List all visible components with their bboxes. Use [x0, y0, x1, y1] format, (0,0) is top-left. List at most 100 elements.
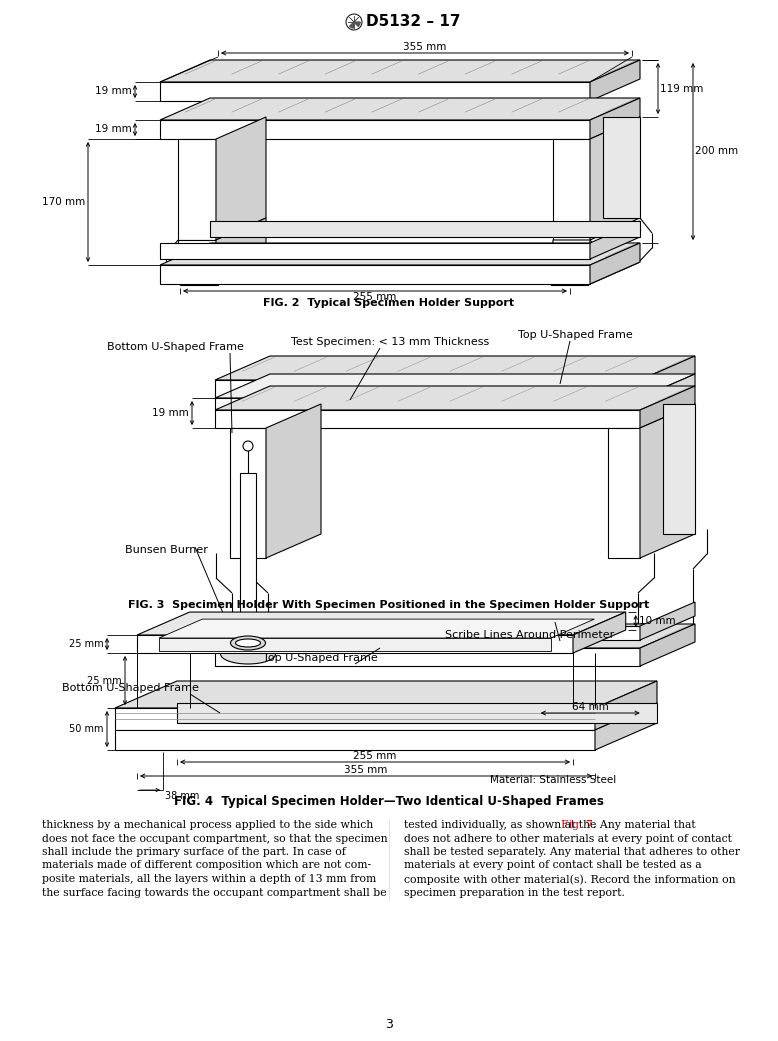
Text: materials at every point of contact shall be tested as a: materials at every point of contact shal… [404, 861, 702, 870]
Text: 19 mm: 19 mm [95, 86, 132, 97]
Wedge shape [350, 22, 354, 28]
Polygon shape [215, 356, 695, 380]
Polygon shape [603, 117, 640, 218]
Ellipse shape [230, 636, 265, 650]
Ellipse shape [220, 644, 275, 664]
Text: 25 mm: 25 mm [87, 676, 122, 686]
Text: tested individually, as shown at the: tested individually, as shown at the [404, 820, 600, 830]
Polygon shape [210, 221, 640, 237]
Text: Bottom U-Shaped Frame: Bottom U-Shaped Frame [107, 342, 244, 352]
Polygon shape [215, 398, 640, 410]
Text: 19 mm: 19 mm [152, 408, 189, 418]
Polygon shape [590, 221, 640, 259]
Text: 355 mm: 355 mm [345, 765, 387, 775]
Text: shall be tested separately. Any material that adheres to other: shall be tested separately. Any material… [404, 847, 740, 857]
Polygon shape [216, 117, 266, 240]
Text: Test Specimen: < 13 mm Thickness: Test Specimen: < 13 mm Thickness [291, 337, 489, 347]
Polygon shape [590, 117, 640, 240]
Text: 200 mm: 200 mm [695, 147, 738, 156]
Polygon shape [551, 265, 588, 285]
Polygon shape [180, 265, 218, 285]
Polygon shape [178, 139, 216, 240]
Text: . Any material that: . Any material that [594, 820, 696, 830]
Polygon shape [160, 60, 640, 82]
Text: Bunsen Burner: Bunsen Burner [125, 545, 208, 555]
Text: composite with other material(s). Record the information on: composite with other material(s). Record… [404, 874, 736, 885]
Polygon shape [215, 648, 640, 666]
Polygon shape [590, 60, 640, 101]
Text: Fig. 7: Fig. 7 [561, 820, 593, 830]
Polygon shape [216, 218, 266, 265]
Text: D5132 – 17: D5132 – 17 [366, 14, 461, 29]
Polygon shape [160, 82, 590, 101]
Text: 25 mm: 25 mm [69, 639, 104, 649]
Circle shape [243, 441, 253, 451]
Polygon shape [178, 240, 216, 265]
Text: 10 mm: 10 mm [639, 616, 675, 626]
Polygon shape [115, 730, 595, 750]
Wedge shape [354, 22, 360, 26]
Polygon shape [160, 120, 590, 139]
Polygon shape [137, 635, 573, 653]
Text: FIG. 4  Typical Specimen Holder—Two Identical U-Shaped Frames: FIG. 4 Typical Specimen Holder—Two Ident… [174, 795, 604, 808]
Polygon shape [159, 638, 551, 651]
Polygon shape [640, 386, 695, 428]
Text: specimen preparation in the test report.: specimen preparation in the test report. [404, 888, 625, 897]
Text: Bottom U-Shaped Frame: Bottom U-Shaped Frame [61, 683, 198, 693]
Polygon shape [115, 708, 595, 730]
Polygon shape [160, 265, 590, 284]
Polygon shape [640, 356, 695, 398]
Polygon shape [215, 386, 695, 410]
Polygon shape [215, 380, 640, 398]
Polygon shape [590, 243, 640, 284]
Text: 50 mm: 50 mm [69, 723, 104, 734]
Text: 255 mm: 255 mm [353, 291, 397, 302]
Polygon shape [595, 681, 657, 730]
Text: 255 mm: 255 mm [353, 751, 397, 761]
Text: posite materials, all the layers within a depth of 13 mm from: posite materials, all the layers within … [42, 874, 377, 884]
Text: 119 mm: 119 mm [660, 83, 703, 94]
Polygon shape [640, 602, 695, 640]
Polygon shape [608, 428, 640, 558]
Polygon shape [115, 681, 657, 708]
Polygon shape [240, 473, 256, 638]
Text: Scribe Lines Around Perimeter: Scribe Lines Around Perimeter [445, 630, 615, 640]
Text: 64 mm: 64 mm [573, 702, 609, 712]
Polygon shape [640, 624, 695, 666]
Polygon shape [590, 98, 640, 139]
Polygon shape [215, 626, 640, 640]
Polygon shape [137, 612, 626, 635]
Polygon shape [160, 243, 590, 259]
Text: FIG. 2  Typical Specimen Holder Support: FIG. 2 Typical Specimen Holder Support [264, 298, 514, 308]
Polygon shape [215, 410, 640, 428]
Text: materials made of different composition which are not com-: materials made of different composition … [42, 861, 371, 870]
Text: thickness by a mechanical process applied to the side which: thickness by a mechanical process applie… [42, 820, 373, 830]
Text: 19 mm: 19 mm [95, 125, 132, 134]
Polygon shape [160, 98, 640, 120]
Text: 355 mm: 355 mm [403, 42, 447, 52]
Polygon shape [551, 240, 590, 285]
Polygon shape [215, 374, 695, 398]
Polygon shape [573, 612, 626, 653]
Polygon shape [640, 374, 695, 410]
Text: shall include the primary surface of the part. In case of: shall include the primary surface of the… [42, 847, 346, 857]
Text: FIG. 3  Specimen Holder With Specimen Positioned in the Specimen Holder Support: FIG. 3 Specimen Holder With Specimen Pos… [128, 600, 650, 610]
Polygon shape [160, 243, 640, 265]
Polygon shape [266, 404, 321, 558]
Polygon shape [553, 139, 590, 240]
Polygon shape [230, 428, 266, 558]
Ellipse shape [236, 639, 261, 648]
Text: Top U-Shaped Frame: Top U-Shaped Frame [263, 653, 377, 663]
Polygon shape [595, 703, 657, 750]
Text: Top U-Shaped Frame: Top U-Shaped Frame [517, 330, 633, 340]
Text: does not adhere to other materials at every point of contact: does not adhere to other materials at ev… [404, 834, 732, 843]
Polygon shape [640, 404, 695, 558]
Text: Material: Stainless Steel: Material: Stainless Steel [490, 775, 616, 785]
Text: does not face the occupant compartment, so that the specimen: does not face the occupant compartment, … [42, 834, 387, 843]
Text: 38 mm: 38 mm [165, 791, 199, 801]
Polygon shape [215, 624, 695, 648]
Text: the surface facing towards the occupant compartment shall be: the surface facing towards the occupant … [42, 888, 387, 897]
Text: 3: 3 [385, 1018, 393, 1031]
Polygon shape [177, 703, 657, 723]
Polygon shape [663, 404, 695, 534]
